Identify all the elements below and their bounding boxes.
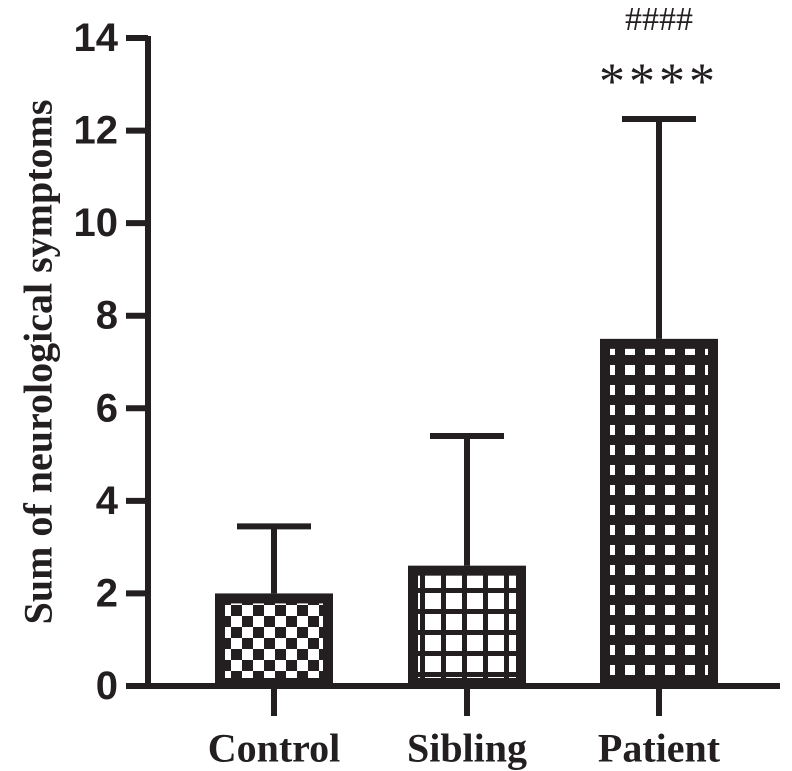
bar-patient (600, 338, 718, 688)
y-tick-label-0: 0 (96, 664, 118, 708)
y-axis: 0 2 4 6 8 10 12 14 (74, 16, 151, 708)
x-tick-label-control: Control (208, 726, 341, 771)
x-tick-label-sibling: Sibling (407, 726, 527, 771)
x-tick-label-patient: Patient (598, 726, 721, 771)
y-tick-label-10: 10 (74, 201, 119, 245)
annotations: **** #### (599, 1, 719, 110)
bar-control (215, 593, 333, 689)
y-axis-title: Sum of neurological symptoms (16, 100, 61, 625)
bar-sibling (408, 565, 526, 689)
significance-label-1: **** (599, 53, 719, 110)
y-tick-label-4: 4 (96, 479, 119, 523)
x-axis: Control Sibling Patient (145, 683, 780, 771)
bars (215, 116, 718, 689)
significance-label-2: #### (625, 1, 693, 38)
y-tick-label-2: 2 (96, 571, 118, 615)
y-tick-label-14: 14 (74, 16, 119, 60)
y-tick-label-12: 12 (74, 109, 119, 153)
y-tick-label-6: 6 (96, 386, 118, 430)
y-tick-label-8: 8 (96, 294, 118, 338)
